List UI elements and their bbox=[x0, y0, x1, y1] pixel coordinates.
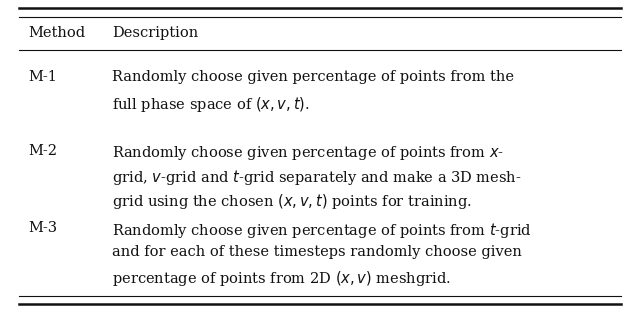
Text: M-2: M-2 bbox=[29, 144, 58, 158]
Text: Randomly choose given percentage of points from $t$-grid: Randomly choose given percentage of poin… bbox=[112, 221, 532, 240]
Text: grid using the chosen $(x, v, t)$ points for training.: grid using the chosen $(x, v, t)$ points… bbox=[112, 192, 472, 211]
Text: Description: Description bbox=[112, 26, 198, 40]
Text: M-3: M-3 bbox=[29, 221, 58, 235]
Text: and for each of these timesteps randomly choose given: and for each of these timesteps randomly… bbox=[112, 245, 522, 259]
Text: Method: Method bbox=[29, 26, 86, 40]
Text: grid, $v$-grid and $t$-grid separately and make a 3D mesh-: grid, $v$-grid and $t$-grid separately a… bbox=[112, 168, 522, 187]
Text: full phase space of $(x, v, t)$.: full phase space of $(x, v, t)$. bbox=[112, 95, 310, 114]
Text: percentage of points from 2D $(x, v)$ meshgrid.: percentage of points from 2D $(x, v)$ me… bbox=[112, 269, 451, 288]
Text: Randomly choose given percentage of points from $x$-: Randomly choose given percentage of poin… bbox=[112, 144, 504, 162]
Text: Randomly choose given percentage of points from the: Randomly choose given percentage of poin… bbox=[112, 70, 514, 85]
Text: M-1: M-1 bbox=[29, 70, 58, 85]
